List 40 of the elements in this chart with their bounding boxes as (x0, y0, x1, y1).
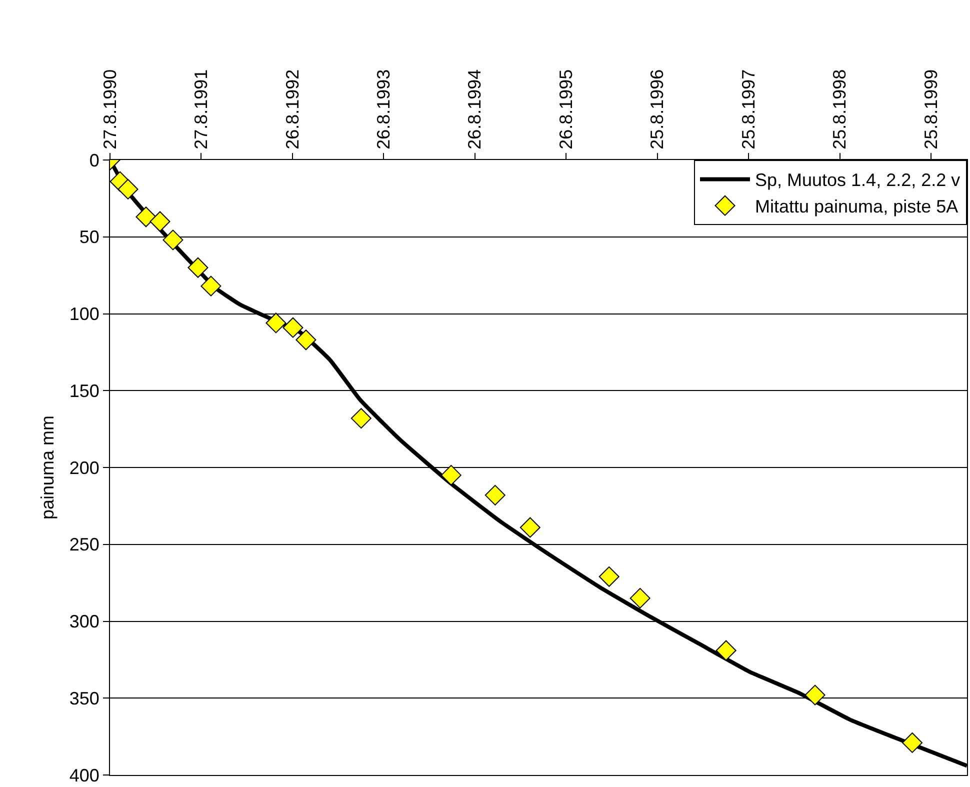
x-tick-label: 25.8.1998 (830, 69, 850, 150)
point (716, 640, 736, 661)
legend-label: Mitattu painuma, piste 5A (755, 196, 958, 217)
point (350, 408, 372, 429)
x-tick-label: 26.8.1992 (282, 69, 302, 150)
point (296, 330, 316, 350)
point (484, 484, 506, 506)
y-tick-label: 0 (89, 150, 100, 170)
point (804, 684, 826, 706)
point (282, 317, 304, 338)
point (630, 588, 650, 608)
y-tick-label: 150 (69, 380, 100, 401)
y-tick-label: 350 (69, 688, 100, 708)
point (598, 566, 620, 587)
point (188, 257, 208, 278)
x-tick-label: 26.8.1994 (464, 69, 485, 150)
legend-label: Sp, Muutos 1.4, 2.2, 2.2 v (755, 170, 960, 190)
x-tick-label: 26.8.1993 (374, 69, 394, 150)
point (200, 276, 222, 296)
point (150, 211, 170, 232)
y-tick-label: 50 (79, 227, 100, 248)
point (520, 517, 540, 538)
y-tick-label: 200 (69, 458, 100, 478)
y-tick-label: 250 (69, 534, 100, 555)
point (136, 206, 156, 228)
point (118, 178, 138, 200)
x-tick-label: 25.8.1996 (647, 69, 668, 150)
x-tick-label: 25.8.1997 (738, 69, 758, 150)
point (162, 230, 184, 250)
point (266, 312, 286, 334)
y-tick-label: 100 (69, 304, 100, 324)
x-tick-label: 25.8.1999 (920, 69, 941, 150)
point (902, 732, 923, 753)
x-tick-label: 26.8.1995 (556, 69, 576, 150)
y-axis-title: painuma mm (38, 415, 58, 520)
x-tick-label: 27.8.1991 (191, 69, 212, 150)
y-tick-label: 400 (69, 765, 100, 786)
point (440, 464, 462, 486)
y-tick-label: 300 (69, 612, 100, 632)
x-tick-label: 27.8.1990 (100, 69, 120, 150)
